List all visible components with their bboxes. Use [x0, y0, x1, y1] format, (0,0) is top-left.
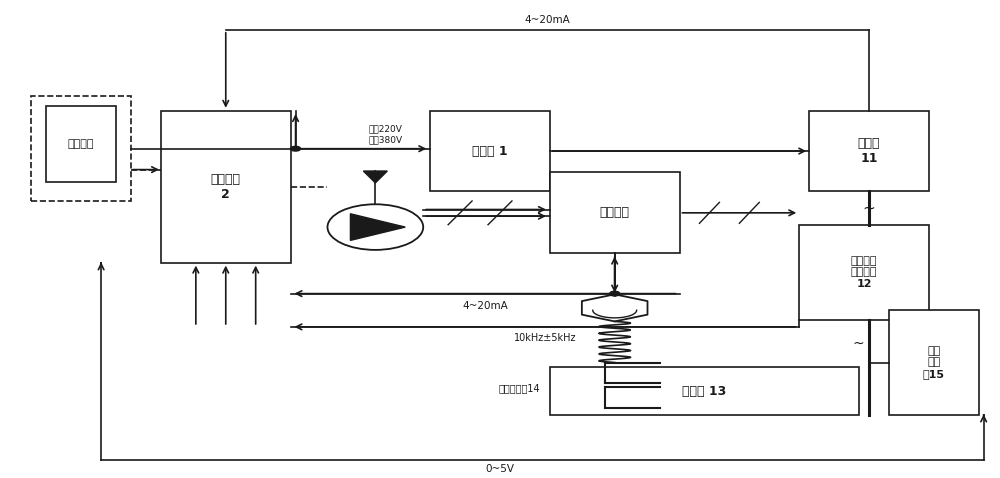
Bar	[161, 111, 291, 263]
Text: 外部电源: 外部电源	[68, 139, 94, 149]
Text: 气压制动器14: 气压制动器14	[498, 384, 540, 394]
Circle shape	[291, 146, 301, 151]
Text: 单相220V
三相380V: 单相220V 三相380V	[368, 125, 402, 144]
Polygon shape	[363, 171, 387, 183]
Text: ~: ~	[852, 337, 864, 350]
Text: ~: ~	[863, 201, 875, 216]
Bar	[799, 225, 929, 320]
Bar	[31, 97, 131, 201]
Text: 4~20mA: 4~20mA	[524, 15, 570, 25]
Polygon shape	[350, 214, 405, 240]
Circle shape	[610, 291, 620, 296]
Text: 10kHz±5kHz: 10kHz±5kHz	[514, 333, 576, 343]
Text: 4~20mA: 4~20mA	[462, 301, 508, 311]
Bar	[550, 173, 680, 253]
Text: 控制系统
2: 控制系统 2	[211, 173, 241, 201]
Bar	[889, 310, 979, 415]
Text: 气路部分: 气路部分	[600, 206, 630, 219]
Text: 执行器
11: 执行器 11	[858, 137, 880, 165]
Text: 功率计 1: 功率计 1	[472, 144, 508, 158]
Bar	[46, 106, 116, 182]
Text: 制动盘 13: 制动盘 13	[682, 384, 727, 398]
Text: 旋转式扭
矩传感器
12: 旋转式扭 矩传感器 12	[851, 256, 877, 289]
Bar	[430, 111, 550, 192]
Bar	[809, 111, 929, 192]
Bar	[550, 367, 859, 415]
Text: 霍尔
电位
器15: 霍尔 电位 器15	[923, 346, 945, 379]
Text: 0~5V: 0~5V	[486, 464, 514, 474]
